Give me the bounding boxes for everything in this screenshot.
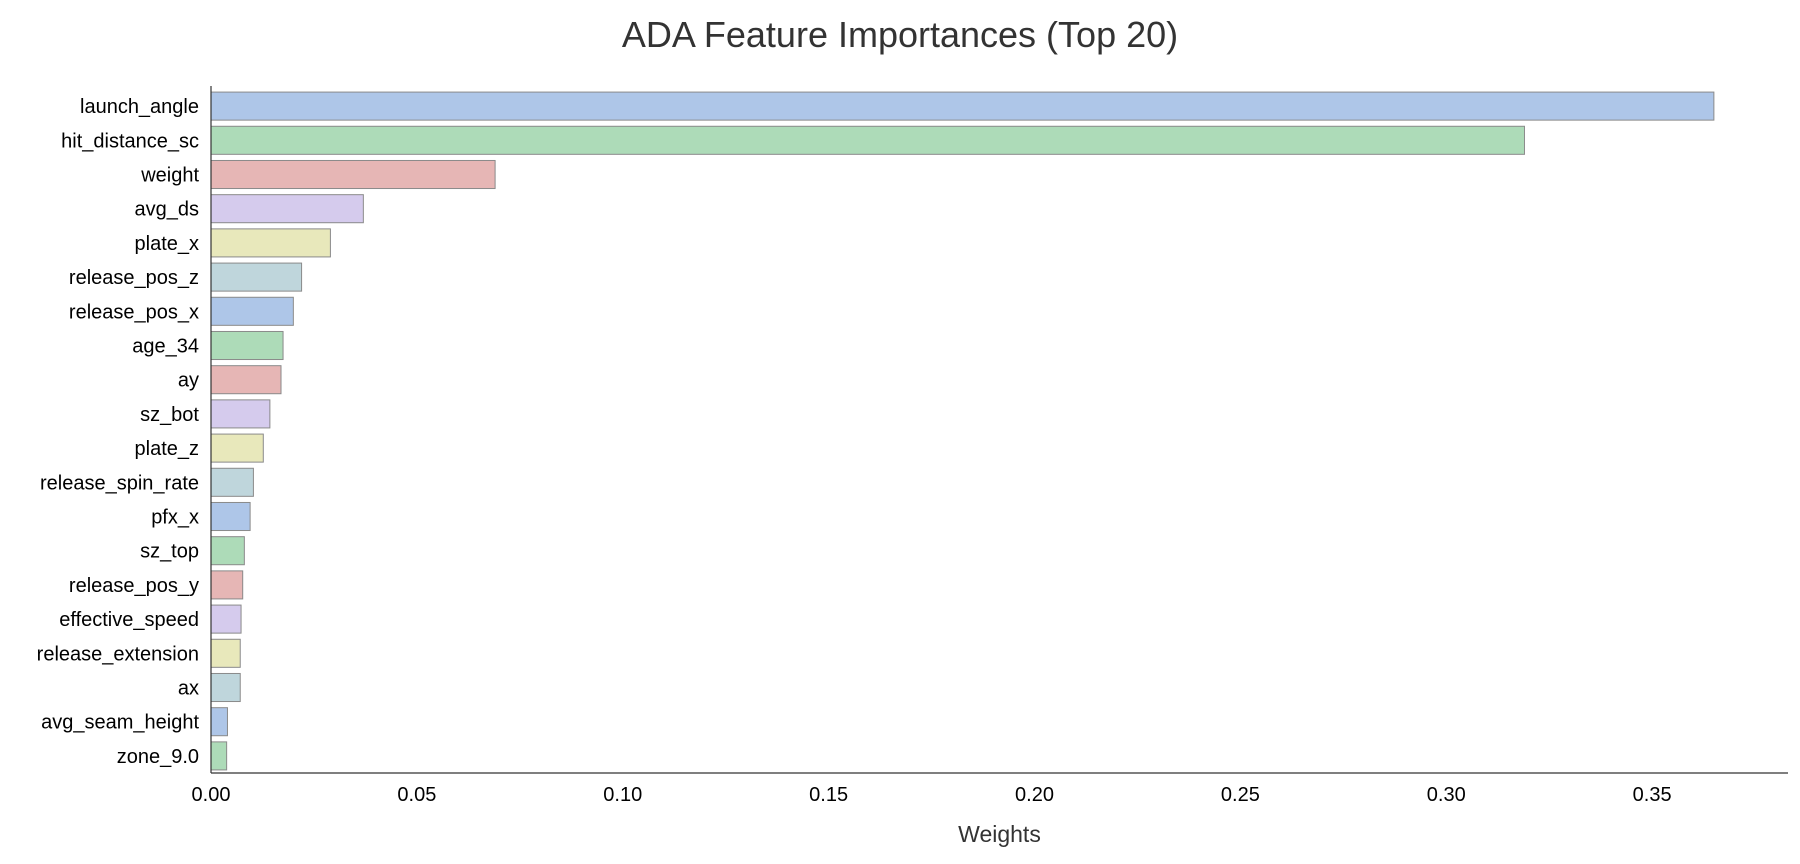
category-label: release_pos_z [69, 267, 199, 289]
category-label: effective_speed [59, 609, 199, 631]
category-label: plate_x [135, 233, 200, 255]
category-label: pfx_x [151, 507, 199, 529]
bar-plate_z [210, 433, 264, 463]
bar-avg_seam_height [210, 707, 228, 737]
bar-release_spin_rate [210, 467, 254, 497]
x-tick-label: 0.15 [809, 784, 848, 806]
x-tick-label: 0.30 [1427, 784, 1466, 806]
category-label: weight [140, 165, 199, 187]
bar-sz_bot [210, 399, 271, 429]
x-axis-title: Weights [958, 821, 1041, 847]
bar-sz_top [210, 536, 245, 566]
bar-zone_9.0 [210, 741, 228, 771]
category-label: launch_angle [80, 96, 199, 118]
bar-release_pos_z [210, 262, 303, 292]
x-tick-label: 0.25 [1221, 784, 1260, 806]
x-tick-label: 0.10 [603, 784, 642, 806]
bar-release_extension [210, 638, 241, 668]
x-tick-label: 0.05 [397, 784, 436, 806]
bar-effective_speed [210, 604, 242, 634]
category-label: ay [178, 370, 199, 392]
bar-release_pos_y [210, 570, 244, 600]
category-label: avg_seam_height [41, 712, 199, 734]
bar-hit_distance_sc [210, 125, 1525, 155]
x-tick-label: 0.00 [192, 784, 231, 806]
bar-pfx_x [210, 501, 251, 532]
bar-avg_ds [210, 194, 364, 224]
category-label: plate_z [135, 438, 200, 460]
category-label: release_extension [37, 643, 199, 665]
x-tick-label: 0.20 [1015, 784, 1054, 806]
category-label: ax [178, 678, 199, 700]
chart-title: ADA Feature Importances (Top 20) [621, 14, 1179, 55]
category-label: release_pos_x [69, 301, 199, 323]
x-axis-ticks: 0.00 0.05 0.10 0.15 0.20 0.25 0.30 0.35 [192, 784, 1672, 806]
bar-ax [210, 672, 241, 703]
category-label: sz_bot [140, 404, 199, 426]
bar-age_34 [210, 330, 284, 361]
bar-ay [210, 365, 282, 395]
bar-weight [210, 159, 496, 190]
category-label: zone_9.0 [117, 746, 199, 768]
bar-release_pos_x [210, 296, 294, 326]
bars-group [210, 91, 1715, 771]
bar-launch_angle [210, 91, 1715, 121]
category-label: sz_top [140, 541, 199, 563]
category-label: hit_distance_sc [61, 130, 199, 152]
x-tick-label: 0.35 [1633, 784, 1672, 806]
bar-plate_x [210, 228, 331, 258]
category-label: release_pos_y [69, 575, 199, 597]
category-label: age_34 [132, 336, 199, 358]
category-label: avg_ds [135, 199, 200, 221]
category-label: release_spin_rate [40, 472, 199, 494]
